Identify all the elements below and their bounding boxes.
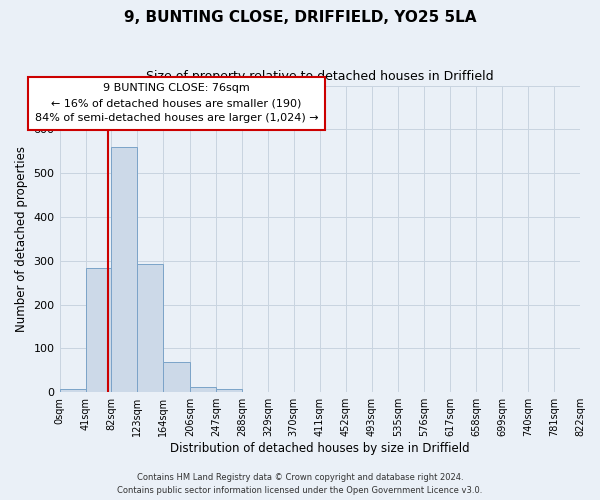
Text: 9 BUNTING CLOSE: 76sqm
← 16% of detached houses are smaller (190)
84% of semi-de: 9 BUNTING CLOSE: 76sqm ← 16% of detached…	[35, 84, 319, 123]
Bar	[190, 386, 216, 392]
Bar	[112, 147, 137, 392]
Bar	[216, 388, 242, 392]
Bar	[137, 264, 163, 392]
Bar	[59, 389, 86, 392]
Text: Contains HM Land Registry data © Crown copyright and database right 2024.
Contai: Contains HM Land Registry data © Crown c…	[118, 474, 482, 495]
Bar	[86, 268, 112, 392]
X-axis label: Distribution of detached houses by size in Driffield: Distribution of detached houses by size …	[170, 442, 470, 455]
Bar	[163, 362, 190, 392]
Text: 9, BUNTING CLOSE, DRIFFIELD, YO25 5LA: 9, BUNTING CLOSE, DRIFFIELD, YO25 5LA	[124, 10, 476, 25]
Y-axis label: Number of detached properties: Number of detached properties	[15, 146, 28, 332]
Title: Size of property relative to detached houses in Driffield: Size of property relative to detached ho…	[146, 70, 494, 83]
